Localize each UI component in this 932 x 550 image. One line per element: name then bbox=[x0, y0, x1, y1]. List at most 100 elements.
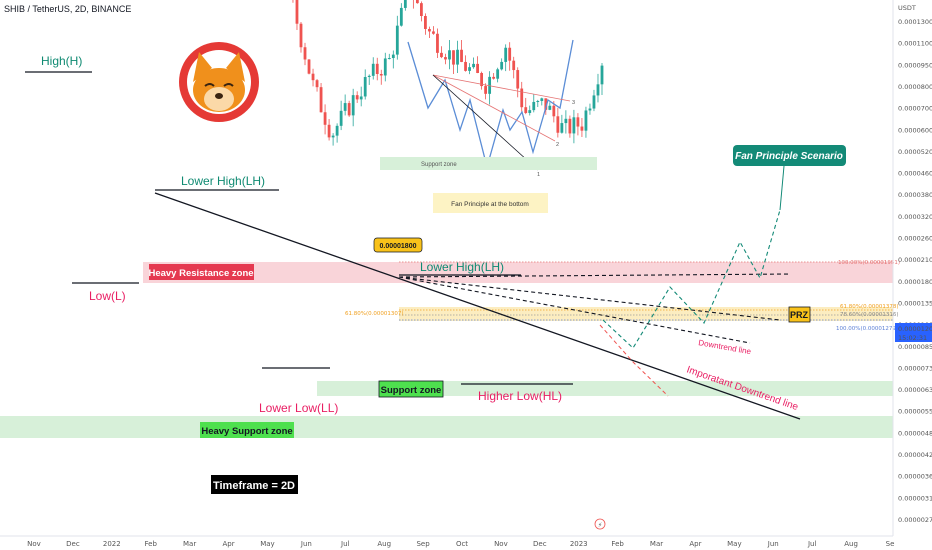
candle-body bbox=[508, 47, 512, 61]
x-tick-label: Apr bbox=[222, 540, 234, 548]
currency-label: USDT bbox=[898, 4, 916, 12]
x-tick-label: 2022 bbox=[103, 540, 121, 548]
prz-label: PRZ bbox=[790, 310, 809, 320]
fan-scenario-label: Fan Principle Scenario bbox=[735, 151, 843, 162]
candle-body bbox=[343, 103, 347, 111]
candle-body bbox=[456, 49, 459, 65]
fib-lines bbox=[399, 261, 893, 321]
candle-body bbox=[504, 47, 508, 62]
candle-body bbox=[532, 101, 536, 111]
level-marks bbox=[25, 71, 573, 385]
candle-body bbox=[500, 61, 504, 70]
x-tick-label: Se bbox=[886, 540, 895, 548]
candle-body bbox=[419, 3, 423, 17]
important-downtrend-line bbox=[154, 192, 801, 420]
candle-body bbox=[472, 63, 475, 68]
candle-body bbox=[351, 95, 355, 116]
candle-body bbox=[399, 7, 403, 26]
fib-100-top-label: 100.00%(0.00001951) bbox=[838, 260, 900, 266]
candle-body bbox=[592, 95, 596, 109]
inset-1-label: 1 bbox=[537, 172, 540, 178]
candle-body bbox=[564, 118, 568, 124]
x-tick-label: Jul bbox=[340, 540, 350, 548]
x-tick-label: May bbox=[727, 540, 741, 548]
candle-body bbox=[584, 110, 588, 131]
inset-3-label: 3 bbox=[572, 100, 575, 106]
x-tick-label: Oct bbox=[456, 540, 468, 548]
candle-body bbox=[295, 0, 299, 24]
heavy-support-badge bbox=[200, 422, 294, 438]
fib-786-label: 78.60%(0.00001316) bbox=[840, 312, 899, 318]
candle-body bbox=[371, 63, 375, 76]
candle-body bbox=[560, 123, 564, 133]
candle-body bbox=[323, 112, 327, 125]
support-zone-band bbox=[317, 381, 893, 396]
candle-body bbox=[428, 28, 431, 32]
events-icon[interactable]: ⚡ bbox=[594, 518, 606, 530]
bearish-projection bbox=[599, 324, 669, 397]
candle-body bbox=[536, 101, 540, 103]
y-tick-label: 0.00001800 bbox=[898, 278, 932, 286]
candle-body bbox=[552, 105, 556, 117]
price-flag-label: 0.00001800 bbox=[380, 243, 417, 250]
timeframe-label: Timeframe = 2D bbox=[213, 480, 295, 492]
last-price-label: 0.00001206 bbox=[898, 325, 932, 333]
candle-body bbox=[403, 0, 407, 8]
candle-body bbox=[484, 86, 488, 94]
x-tick-label: May bbox=[260, 540, 274, 548]
candle-body bbox=[303, 47, 307, 60]
x-tick-label: Feb bbox=[145, 540, 158, 548]
x-tick-label: Jun bbox=[767, 540, 779, 548]
heavy-support-label: Heavy Support zone bbox=[201, 426, 292, 437]
candle-body bbox=[319, 87, 323, 113]
candle-body bbox=[432, 31, 435, 34]
x-tick-label: Jul bbox=[807, 540, 817, 548]
heavy-resistance-label: Heavy Resistance zone bbox=[148, 268, 253, 279]
candle-body bbox=[544, 98, 548, 110]
fan-scenario-box bbox=[733, 145, 846, 166]
x-tick-label: Jun bbox=[300, 540, 312, 548]
candle-body bbox=[548, 105, 552, 110]
candle-body bbox=[307, 59, 311, 74]
candle-body bbox=[464, 61, 467, 71]
candle-body bbox=[440, 52, 443, 58]
candles bbox=[292, 0, 604, 146]
x-tick-label: Feb bbox=[611, 540, 624, 548]
candle-body bbox=[331, 135, 335, 138]
heavy-resistance-badge bbox=[149, 264, 254, 280]
candle-body bbox=[572, 117, 576, 134]
last-price-badge bbox=[895, 323, 932, 342]
candle-body bbox=[387, 58, 391, 60]
countdown-label: 15:02:31 bbox=[898, 334, 927, 342]
timeframe-badge bbox=[211, 475, 298, 494]
candle-body bbox=[347, 103, 351, 116]
candle-body bbox=[299, 23, 303, 48]
time-axis: Nov Dec 2022 Feb Mar Apr May Jun Jul Aug Sep Oct Nov… bbox=[27, 540, 894, 548]
candle-body bbox=[415, 0, 419, 4]
candle-body bbox=[448, 50, 451, 60]
candle-body bbox=[588, 108, 592, 111]
candle-body bbox=[327, 124, 331, 138]
candle-body bbox=[339, 110, 343, 126]
candle-body bbox=[383, 58, 387, 76]
candle-body bbox=[476, 63, 479, 73]
candle-body bbox=[395, 25, 399, 55]
x-tick-label: Nov bbox=[27, 540, 41, 548]
